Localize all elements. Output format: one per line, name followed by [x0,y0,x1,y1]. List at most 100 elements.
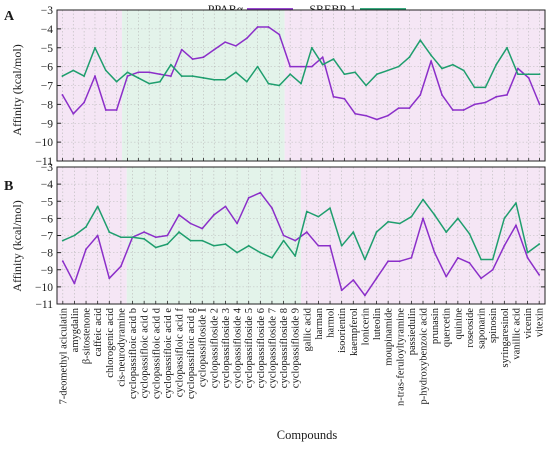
data-point [178,231,180,233]
x-tick-label: gallic acid [302,307,313,351]
data-point [484,102,486,104]
x-tick-label: luteolin [372,307,383,340]
x-tick-label: cyclopassifloic acid f [175,308,186,398]
data-point [539,103,541,105]
data-point [399,260,401,262]
data-point [62,260,64,262]
data-point [322,64,324,66]
data-point [527,257,529,259]
panel-letter-a: A [4,9,15,24]
x-tick-label: cyclopassifloside Ⅰ [198,308,209,387]
y-tick-label: −4 [41,179,53,191]
x-tick-label: harmol [326,308,337,338]
x-tick-label: caffeic acid [93,307,104,356]
data-point [506,47,508,49]
y-tick-label: −3 [41,162,53,174]
data-point [224,79,226,81]
data-point [354,113,356,115]
data-point [83,75,85,77]
data-point [341,289,343,291]
data-point [354,71,356,73]
data-point [170,64,172,66]
data-point [480,259,482,261]
data-point [469,262,471,264]
y-tick-label: −4 [41,24,53,36]
data-point [387,260,389,262]
data-point [517,68,519,70]
x-tick-label: cis-neurodyramine [116,308,127,387]
data-point [457,257,459,259]
x-tick-label: chlorogenic acid [105,307,116,377]
data-point [398,66,400,68]
data-point [469,233,471,235]
x-tick-label: cyclopassifloside 3 [221,308,232,388]
data-point [225,205,227,207]
data-point [236,223,238,225]
data-point [463,109,465,111]
x-tick-label: vicenin [523,307,534,339]
data-point [333,96,335,98]
data-point [190,240,192,242]
data-point [278,34,280,36]
data-point [539,73,541,75]
data-point [85,226,87,228]
data-point [528,77,530,79]
data-point [452,109,454,111]
data-point [300,83,302,85]
y-tick-label: −10 [35,282,53,294]
data-point [410,216,412,218]
data-point [181,75,183,77]
data-point [257,66,259,68]
data-point [178,214,180,216]
data-point [503,245,505,247]
panel-b: −3 −4 −5 −6 −7 −8 −9 −10 −11 B 7-deomethyl acicula… [4,162,546,406]
x-tick-label: cyclopassifloside 4 [233,307,244,388]
x-tick-label: isoorientin [337,307,348,353]
x-tick-label: cyclopassifloic acid d [151,307,162,399]
x-tick-label: cyclopassifloside 2 [209,308,220,388]
data-point [306,211,308,213]
data-point [94,75,96,77]
data-point [452,64,454,66]
data-point [495,64,497,66]
data-point [515,224,517,226]
data-point [181,49,183,51]
data-point [527,252,529,254]
panel-letter-b: B [4,179,13,194]
data-point [201,240,203,242]
data-point [322,56,324,58]
data-point [441,68,443,70]
data-point [528,73,530,75]
data-point [364,295,366,297]
data-point [203,56,205,58]
x-tick-label: lonicerin [360,307,371,345]
data-point [248,197,250,199]
data-point [225,243,227,245]
data-point [399,223,401,225]
y-tick-label: −5 [41,196,53,208]
data-point [224,41,226,43]
x-tick-label: syringaresinol [500,308,511,368]
data-point [137,71,139,73]
data-point [236,252,238,254]
data-point [410,257,412,259]
data-point [268,83,270,85]
y-tick-label: −8 [41,99,53,111]
data-point [85,248,87,250]
data-point [74,235,76,237]
data-point [62,94,64,96]
data-point [127,71,129,73]
data-point [213,79,215,81]
data-point [166,235,168,237]
x-tick-label: cyclopassifloside 8 [279,308,290,388]
data-point [132,236,134,238]
data-point [495,96,497,98]
x-tick-label: n-tras-feruloyltyramine [395,308,406,406]
x-tick-label: saponarin [477,307,488,349]
data-point [213,49,215,51]
x-tick-label: harman [314,307,325,339]
data-point [283,235,285,237]
x-tick-label: prunasin [430,307,441,344]
y-tick-label: −9 [41,265,53,277]
data-point [306,231,308,233]
